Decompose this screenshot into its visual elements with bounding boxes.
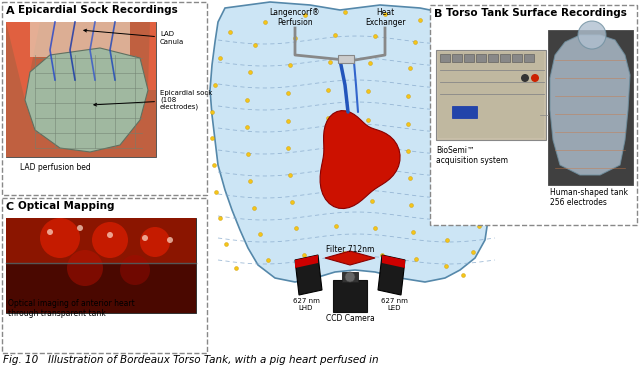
Circle shape bbox=[107, 232, 113, 238]
Text: LAD perfusion bed: LAD perfusion bed bbox=[20, 163, 91, 172]
Text: Epicardial sock
(108
electrodes): Epicardial sock (108 electrodes) bbox=[94, 90, 212, 110]
FancyBboxPatch shape bbox=[30, 22, 130, 57]
Text: Human-shaped tank
256 electrodes: Human-shaped tank 256 electrodes bbox=[550, 188, 628, 207]
Text: 627 nm
LED: 627 nm LED bbox=[381, 298, 408, 311]
Text: B: B bbox=[434, 9, 442, 19]
Circle shape bbox=[521, 74, 529, 82]
Circle shape bbox=[345, 272, 355, 282]
Polygon shape bbox=[320, 110, 400, 208]
FancyBboxPatch shape bbox=[436, 50, 546, 140]
Circle shape bbox=[142, 235, 148, 241]
Text: Langencorf®
Perfusion: Langencorf® Perfusion bbox=[269, 8, 320, 28]
Circle shape bbox=[67, 250, 103, 286]
FancyBboxPatch shape bbox=[2, 198, 207, 353]
FancyBboxPatch shape bbox=[524, 54, 534, 62]
FancyBboxPatch shape bbox=[500, 54, 510, 62]
FancyBboxPatch shape bbox=[452, 106, 477, 118]
Text: Epicardial Sock Recordings: Epicardial Sock Recordings bbox=[18, 5, 178, 15]
Circle shape bbox=[167, 237, 173, 243]
Circle shape bbox=[140, 227, 170, 257]
FancyBboxPatch shape bbox=[452, 54, 462, 62]
Text: CCD Camera: CCD Camera bbox=[326, 314, 374, 323]
Text: Optical imaging of anterior heart
through transparent tank: Optical imaging of anterior heart throug… bbox=[8, 299, 135, 318]
FancyBboxPatch shape bbox=[6, 22, 156, 157]
Circle shape bbox=[578, 21, 606, 49]
Polygon shape bbox=[325, 251, 375, 265]
Circle shape bbox=[40, 218, 80, 258]
FancyBboxPatch shape bbox=[6, 263, 196, 313]
FancyBboxPatch shape bbox=[2, 2, 207, 195]
Polygon shape bbox=[25, 48, 148, 152]
Text: LAD
Canula: LAD Canula bbox=[84, 29, 184, 44]
Polygon shape bbox=[295, 255, 318, 268]
FancyBboxPatch shape bbox=[333, 280, 367, 312]
Polygon shape bbox=[378, 255, 405, 295]
Text: Filter 712nm: Filter 712nm bbox=[326, 245, 374, 254]
Circle shape bbox=[47, 229, 53, 235]
Text: Fig. 10   Illustration of Bordeaux Torso Tank, with a pig heart perfused in: Fig. 10 Illustration of Bordeaux Torso T… bbox=[3, 355, 379, 365]
Circle shape bbox=[531, 74, 539, 82]
FancyBboxPatch shape bbox=[488, 54, 498, 62]
Polygon shape bbox=[382, 255, 405, 268]
Text: BioSemi™
acquisition system: BioSemi™ acquisition system bbox=[436, 146, 508, 166]
Polygon shape bbox=[295, 255, 322, 295]
FancyBboxPatch shape bbox=[440, 54, 450, 62]
FancyBboxPatch shape bbox=[548, 30, 633, 185]
FancyBboxPatch shape bbox=[438, 52, 544, 138]
FancyBboxPatch shape bbox=[338, 55, 354, 63]
Polygon shape bbox=[550, 35, 630, 175]
FancyBboxPatch shape bbox=[342, 272, 358, 282]
Text: Heat
Exchanger: Heat Exchanger bbox=[365, 8, 405, 28]
FancyBboxPatch shape bbox=[6, 22, 156, 157]
FancyBboxPatch shape bbox=[464, 54, 474, 62]
Circle shape bbox=[77, 225, 83, 231]
Text: A: A bbox=[6, 6, 15, 16]
Polygon shape bbox=[148, 22, 156, 90]
FancyBboxPatch shape bbox=[476, 54, 486, 62]
Circle shape bbox=[120, 255, 150, 285]
Polygon shape bbox=[6, 22, 40, 100]
FancyBboxPatch shape bbox=[430, 5, 637, 225]
FancyBboxPatch shape bbox=[512, 54, 522, 62]
Polygon shape bbox=[210, 2, 502, 282]
Text: 627 nm
LHD: 627 nm LHD bbox=[292, 298, 319, 311]
Circle shape bbox=[92, 222, 128, 258]
FancyBboxPatch shape bbox=[6, 218, 196, 263]
Text: Optical Mapping: Optical Mapping bbox=[18, 201, 115, 211]
FancyBboxPatch shape bbox=[6, 218, 196, 313]
Text: Torso Tank Surface Recordings: Torso Tank Surface Recordings bbox=[446, 8, 627, 18]
Text: C: C bbox=[6, 202, 14, 212]
